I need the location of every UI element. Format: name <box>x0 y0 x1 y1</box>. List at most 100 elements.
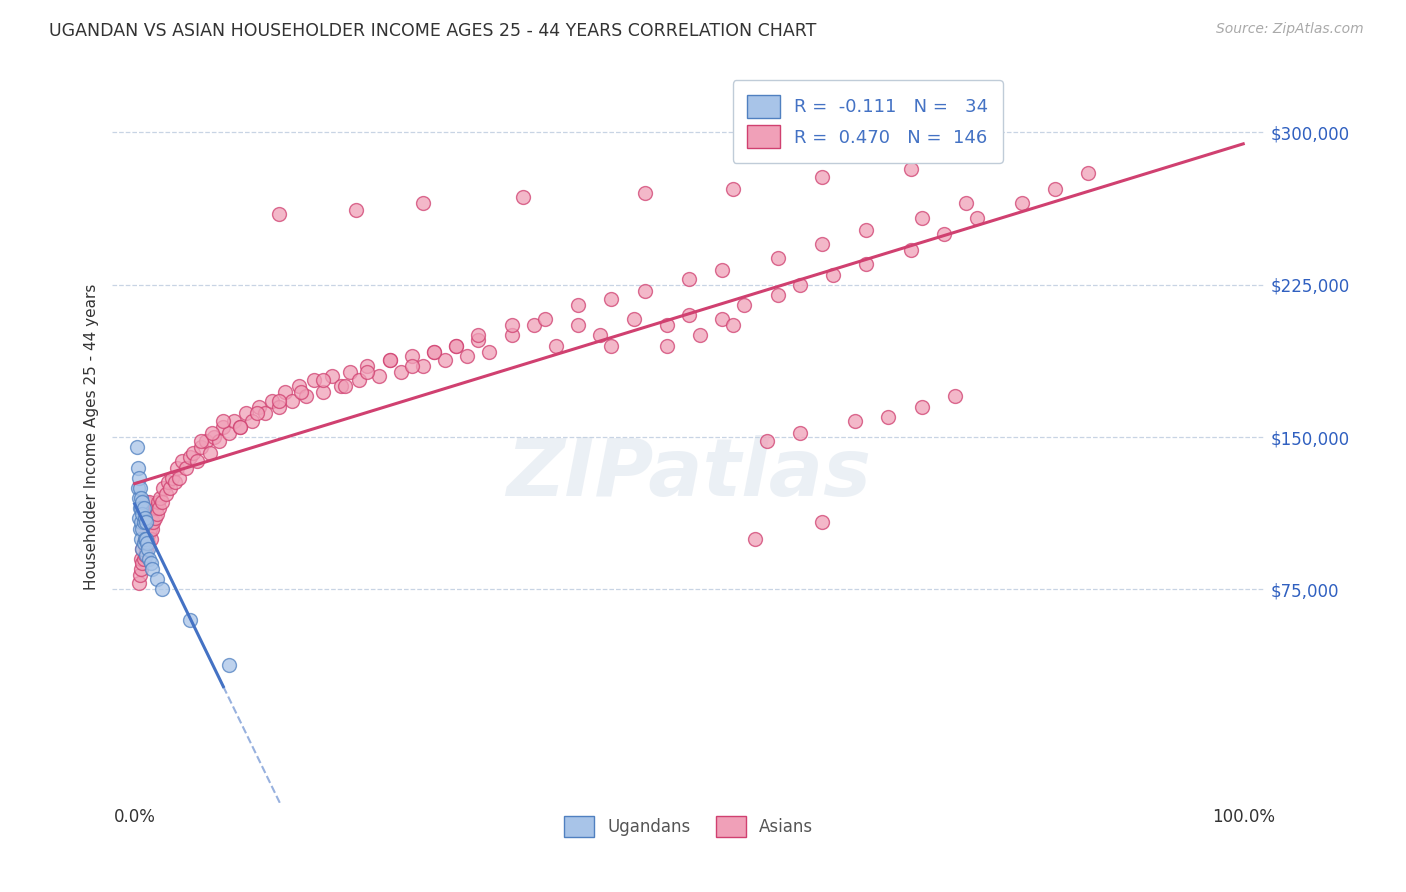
Point <box>344 202 367 217</box>
Point <box>389 365 412 379</box>
Point <box>689 328 711 343</box>
Point <box>347 373 370 387</box>
Legend: Ugandans, Asians: Ugandans, Asians <box>557 807 821 846</box>
Point <box>136 519 159 533</box>
Point <box>129 532 153 546</box>
Point <box>128 576 150 591</box>
Point <box>127 460 149 475</box>
Point <box>444 338 467 352</box>
Point <box>877 409 900 424</box>
Point <box>844 414 866 428</box>
Point <box>711 312 734 326</box>
Point <box>567 298 589 312</box>
Point <box>132 516 155 530</box>
Point <box>589 328 612 343</box>
Point <box>131 541 153 556</box>
Point <box>855 223 877 237</box>
Point <box>132 552 155 566</box>
Point <box>678 271 700 285</box>
Point <box>766 252 789 266</box>
Point <box>129 501 152 516</box>
Point <box>129 521 152 535</box>
Point <box>401 359 423 373</box>
Point <box>295 389 318 403</box>
Point <box>129 501 153 516</box>
Point <box>378 352 401 367</box>
Point <box>501 318 523 333</box>
Point <box>274 385 297 400</box>
Point <box>149 491 172 505</box>
Point <box>132 501 155 516</box>
Point <box>240 414 263 428</box>
Point <box>148 501 170 516</box>
Point <box>335 379 357 393</box>
Point <box>356 359 378 373</box>
Point <box>129 552 153 566</box>
Point <box>1011 196 1033 211</box>
Point <box>201 425 224 440</box>
Point <box>412 196 434 211</box>
Point <box>179 613 201 627</box>
Point <box>501 328 523 343</box>
Point <box>1077 166 1099 180</box>
Point <box>135 511 157 525</box>
Point <box>129 562 153 576</box>
Point <box>855 257 877 271</box>
Point <box>131 521 153 535</box>
Point <box>141 508 163 522</box>
Point <box>167 471 190 485</box>
Point <box>190 434 212 449</box>
Point <box>367 369 389 384</box>
Point <box>444 338 467 352</box>
Point <box>245 406 267 420</box>
Point <box>254 406 277 420</box>
Point <box>378 352 401 367</box>
Point <box>281 393 304 408</box>
Point <box>235 406 257 420</box>
Point <box>655 338 678 352</box>
Point <box>290 385 312 400</box>
Point <box>321 369 343 384</box>
Point <box>128 471 150 485</box>
Point <box>146 508 169 522</box>
Point <box>138 495 160 509</box>
Point <box>146 572 169 586</box>
Point <box>821 268 844 282</box>
Point <box>600 292 623 306</box>
Point <box>287 379 309 393</box>
Point <box>132 535 155 549</box>
Text: UGANDAN VS ASIAN HOUSEHOLDER INCOME AGES 25 - 44 YEARS CORRELATION CHART: UGANDAN VS ASIAN HOUSEHOLDER INCOME AGES… <box>49 22 817 40</box>
Point <box>129 491 153 505</box>
Point <box>544 338 567 352</box>
Point <box>131 556 153 570</box>
Point <box>755 434 778 449</box>
Point <box>134 532 156 546</box>
Point <box>467 333 489 347</box>
Point <box>766 288 789 302</box>
Point <box>134 516 156 530</box>
Point <box>229 420 252 434</box>
Point <box>135 541 157 556</box>
Point <box>633 186 655 201</box>
Point <box>131 541 153 556</box>
Point <box>145 501 167 516</box>
Point <box>131 495 153 509</box>
Point <box>789 277 811 292</box>
Point <box>267 400 290 414</box>
Point <box>733 298 755 312</box>
Point <box>512 190 534 204</box>
Point <box>186 454 208 468</box>
Point <box>136 541 159 556</box>
Point <box>138 552 160 566</box>
Point <box>329 379 352 393</box>
Y-axis label: Householder Income Ages 25 - 44 years: Householder Income Ages 25 - 44 years <box>83 284 98 591</box>
Point <box>159 481 181 495</box>
Point <box>218 425 240 440</box>
Point <box>304 373 326 387</box>
Point <box>247 400 270 414</box>
Point <box>567 318 589 333</box>
Point <box>198 446 221 460</box>
Point <box>943 389 966 403</box>
Point <box>162 471 184 485</box>
Point <box>128 511 150 525</box>
